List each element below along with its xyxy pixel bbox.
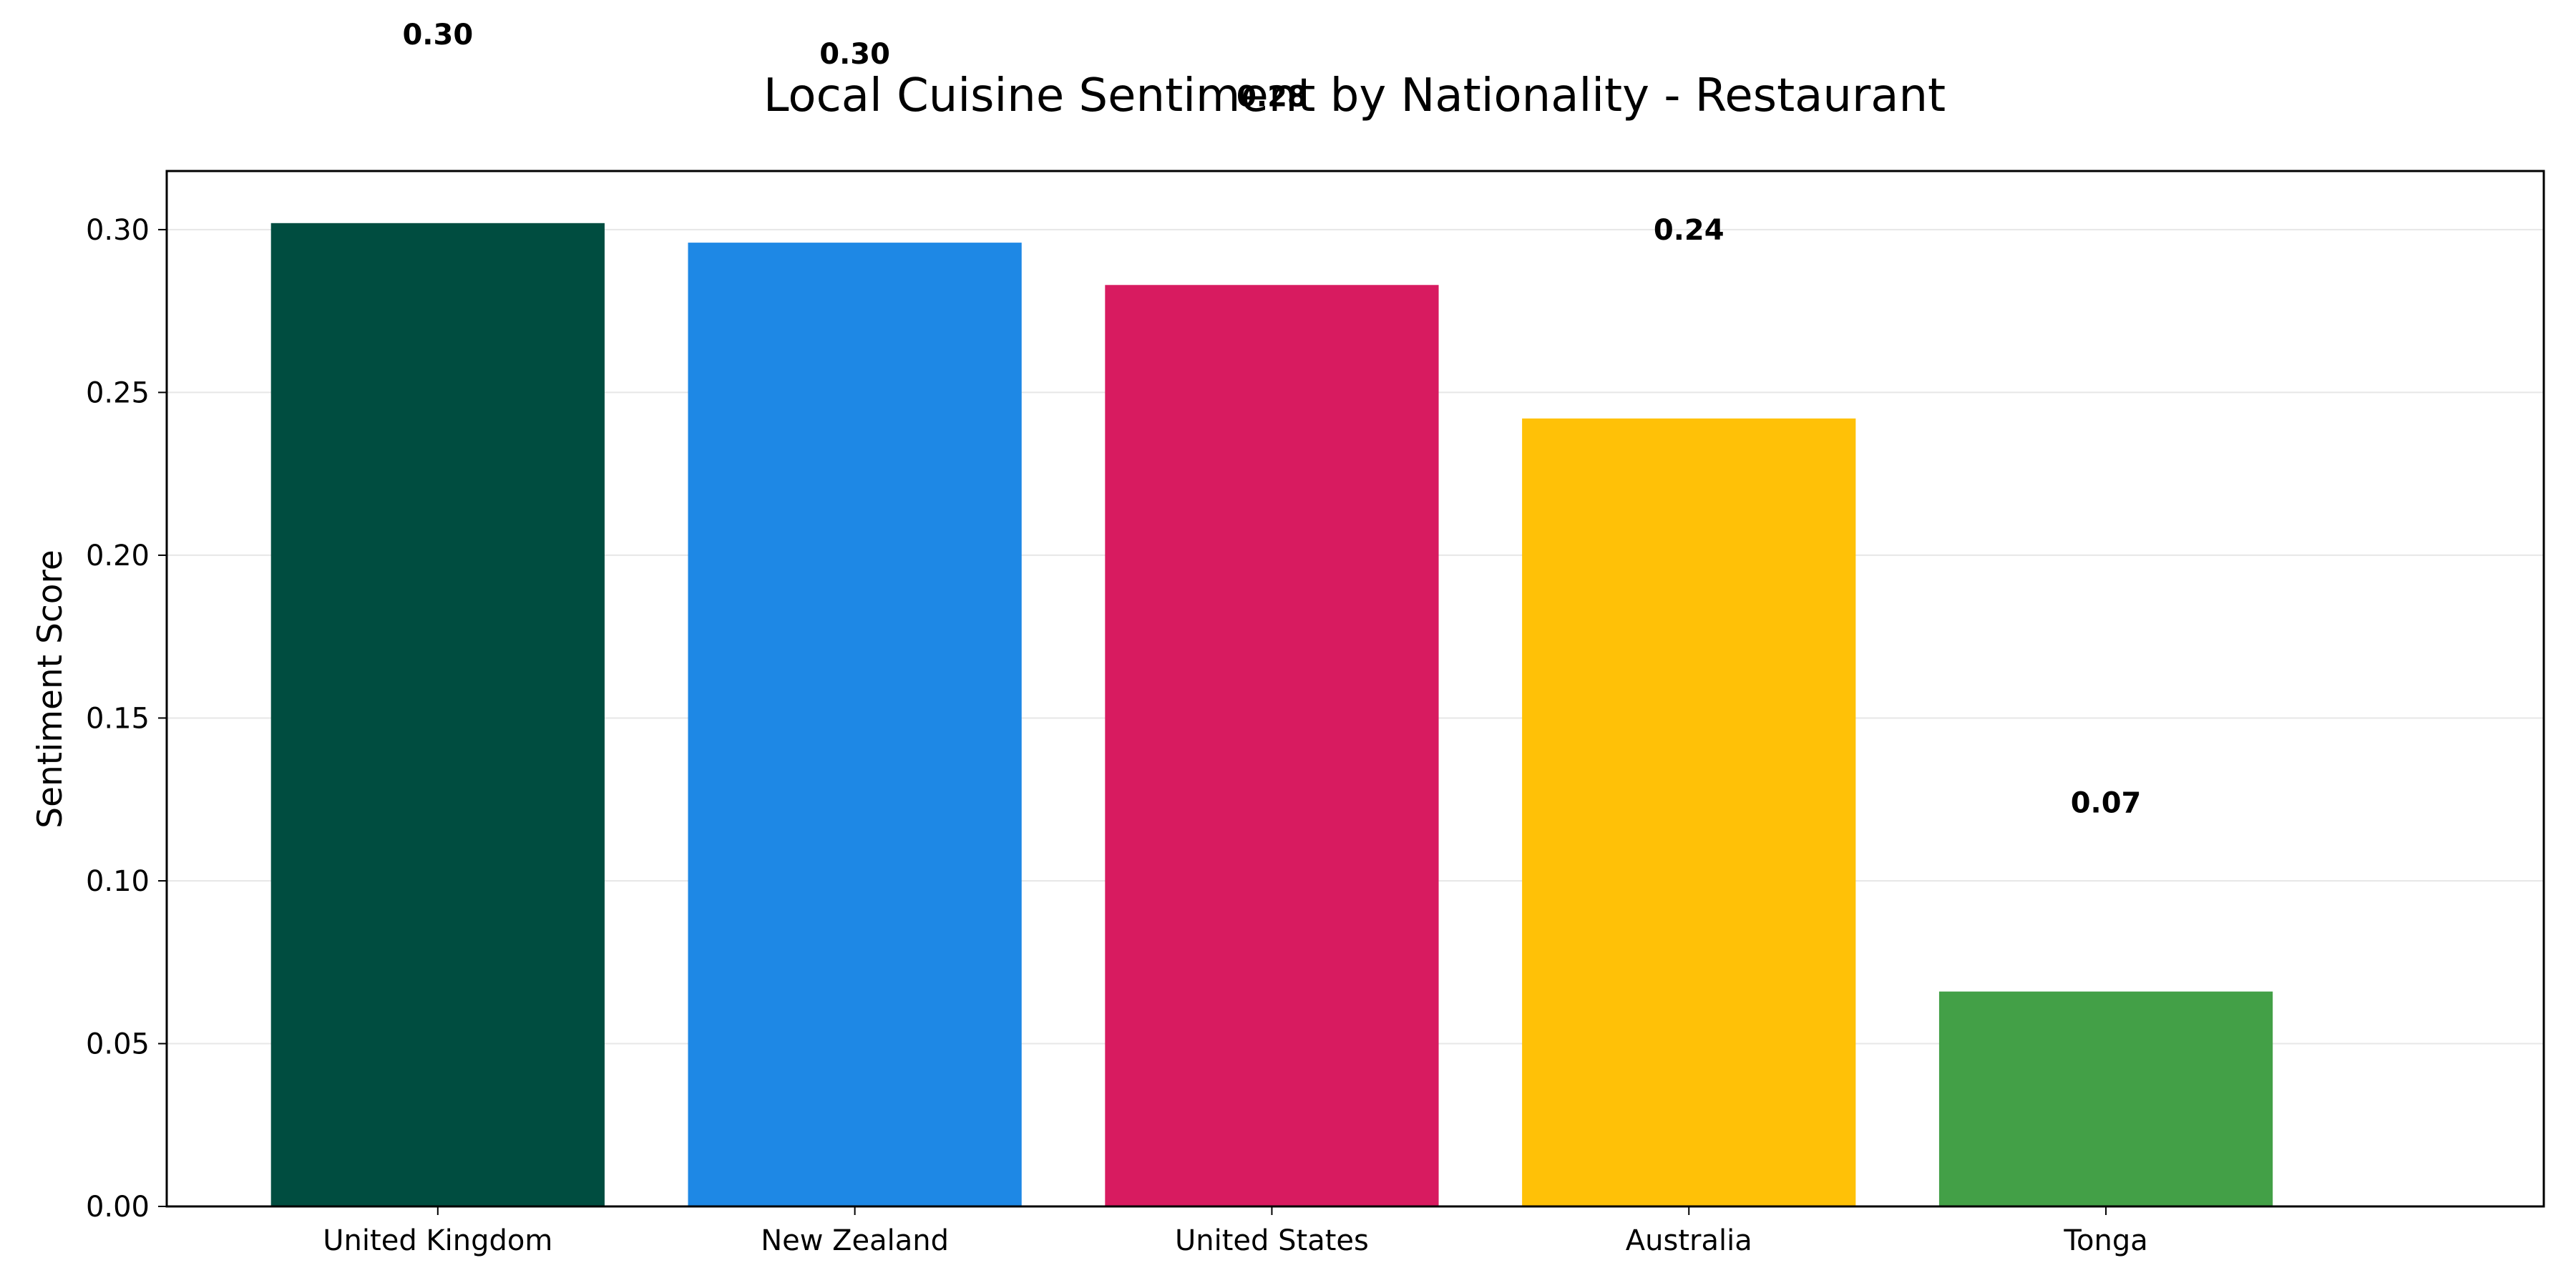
data-label: 0.07 [2071,787,2142,820]
x-tick-label: United Kingdom [323,1224,552,1257]
bar-new-zealand [688,243,1022,1206]
y-tick-label: 0.10 [86,865,150,898]
y-tick-label: 0.00 [86,1191,150,1224]
bar-united-kingdom [270,223,605,1206]
y-tick-label: 0.30 [86,214,150,247]
x-tick-label: United States [1175,1224,1369,1257]
plot-frame [165,170,2545,1208]
y-tick-label: 0.25 [86,376,150,409]
y-axis-label: Sentiment Score [31,550,70,829]
data-label: 0.30 [819,38,890,71]
y-tick-label: 0.20 [86,540,150,572]
x-tick-label: Australia [1626,1224,1752,1257]
data-label: 0.30 [402,19,473,52]
x-tick-label: Tonga [2063,1224,2147,1257]
bar-united-states [1105,285,1439,1207]
y-axis-ticks: 0.00 0.05 0.10 0.15 0.20 0.25 0.30 [86,214,167,1224]
y-tick-label: 0.15 [86,702,150,735]
x-axis-ticks: United Kingdom New Zealand United States Au… [323,1206,2148,1257]
bar-tonga [1938,991,2273,1206]
bars [270,223,2273,1207]
x-tick-label: New Zealand [761,1224,949,1257]
data-label: 0.28 [1236,80,1307,113]
y-tick-label: 0.05 [86,1028,150,1060]
bar-australia [1522,418,1856,1206]
data-label: 0.24 [1654,214,1724,247]
chart-title: Local Cuisine Sentiment by Nationality -… [763,69,1946,122]
data-labels: 0.30 0.30 0.28 0.24 0.07 [402,19,2141,820]
